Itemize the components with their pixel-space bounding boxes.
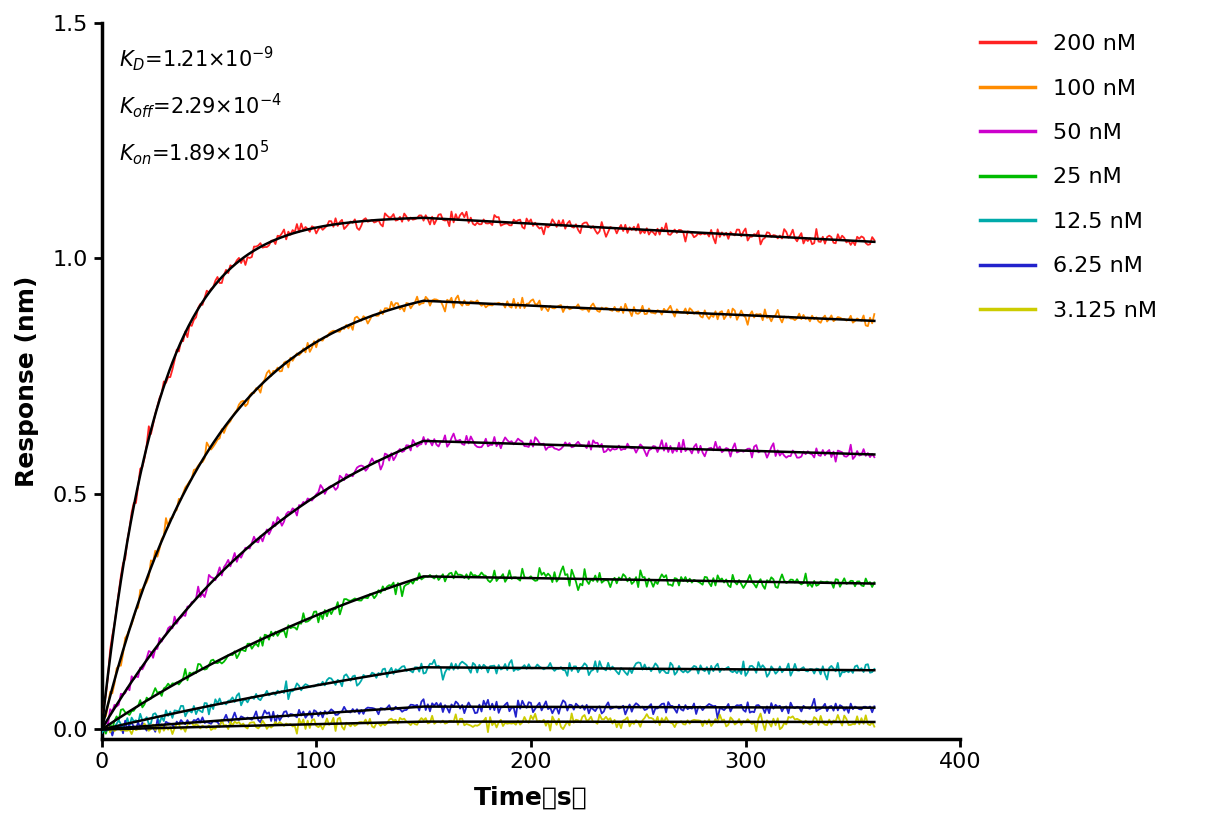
Y-axis label: Response (nm): Response (nm) <box>15 276 39 487</box>
X-axis label: Time（s）: Time（s） <box>474 786 587 810</box>
Legend: 200 nM, 100 nM, 50 nM, 25 nM, 12.5 nM, 6.25 nM, 3.125 nM: 200 nM, 100 nM, 50 nM, 25 nM, 12.5 nM, 6… <box>980 34 1157 321</box>
Text: $K_D$=1.21×10$^{-9}$
$K_{off}$=2.29×10$^{-4}$
$K_{on}$=1.89×10$^{5}$: $K_D$=1.21×10$^{-9}$ $K_{off}$=2.29×10$^… <box>118 45 282 167</box>
